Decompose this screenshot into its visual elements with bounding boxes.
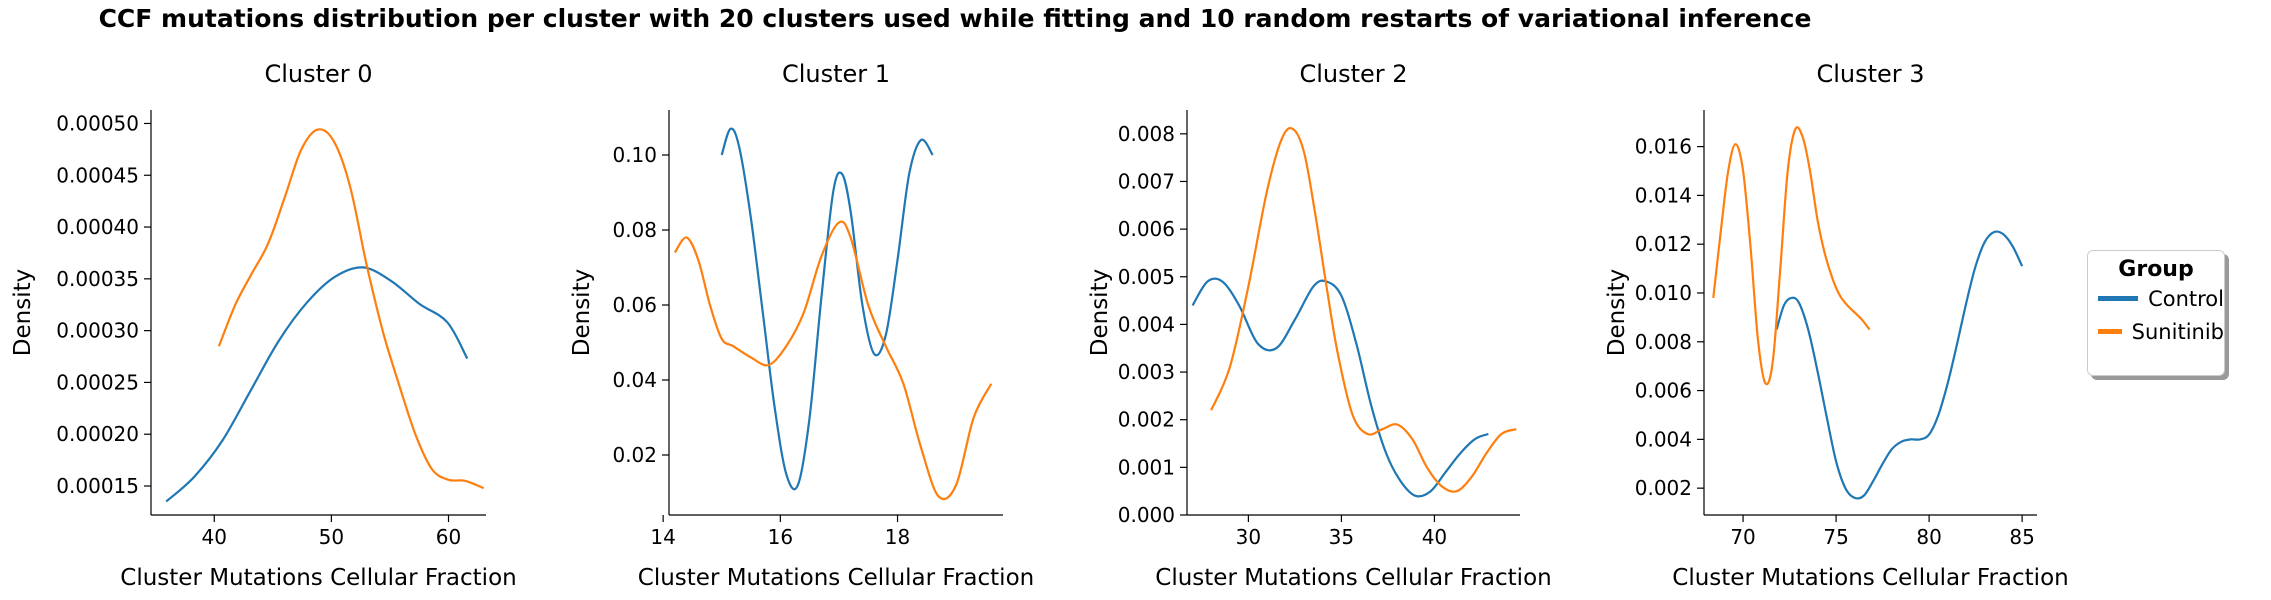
x-tick-label: 80 (1916, 525, 1941, 549)
legend-label-sunitinib: Sunitinib (2131, 319, 2224, 344)
y-axis-label: Density (569, 269, 595, 356)
x-axis-label: Cluster Mutations Cellular Fraction (638, 565, 1034, 591)
y-tick-label: 0.00015 (56, 474, 139, 498)
legend: Group Control Sunitinib (2087, 250, 2225, 376)
x-tick-label: 35 (1329, 525, 1354, 549)
y-tick-label: 0.007 (1118, 169, 1175, 193)
y-tick-label: 0.002 (1118, 408, 1175, 432)
panel-title: Cluster 3 (1816, 60, 1924, 88)
x-tick-label: 60 (436, 525, 461, 549)
y-tick-label: 0.02 (612, 443, 657, 467)
x-tick-label: 75 (1823, 525, 1848, 549)
y-tick-label: 0.00050 (56, 111, 139, 135)
panel-cluster-2: 30 35 40 0.000 0.001 0.002 0.003 0.004 0.005 0.00… (1087, 60, 1552, 591)
x-tick-label: 40 (202, 525, 227, 549)
x-tick-label: 30 (1236, 525, 1261, 549)
y-tick-label: 0.08 (612, 218, 657, 242)
y-tick-label: 0.014 (1635, 183, 1692, 207)
x-axis-label: Cluster Mutations Cellular Fraction (120, 565, 516, 591)
legend-entry-sunitinib: Sunitinib (2098, 315, 2224, 348)
series-line-control (720, 127, 934, 491)
x-tick-label: 70 (1730, 525, 1755, 549)
panel-title: Cluster 2 (1299, 60, 1407, 88)
y-tick-label: 0.00025 (56, 370, 139, 394)
y-tick-label: 0.003 (1118, 360, 1175, 384)
legend-title: Group (2118, 257, 2194, 282)
x-tick-label: 40 (1422, 525, 1447, 549)
y-tick-label: 0.008 (1118, 122, 1175, 146)
legend-swatch-control (2098, 296, 2139, 301)
y-tick-label: 0.010 (1635, 281, 1692, 305)
y-tick-label: 0.00035 (56, 267, 139, 291)
y-tick-label: 0.06 (612, 293, 657, 317)
y-tick-label: 0.04 (612, 368, 657, 392)
y-tick-label: 0.10 (612, 143, 657, 167)
y-tick-label: 0.00030 (56, 319, 139, 343)
y-tick-label: 0.008 (1635, 330, 1692, 354)
x-axis-label: Cluster Mutations Cellular Fraction (1155, 565, 1551, 591)
panel-cluster-3: 70 75 80 85 0.002 0.004 0.006 0.008 0.010 0.012 0.… (1604, 60, 2069, 591)
x-tick-label: 14 (650, 525, 675, 549)
y-tick-label: 0.005 (1118, 265, 1175, 289)
x-axis-label: Cluster Mutations Cellular Fraction (1672, 565, 2068, 591)
y-tick-label: 0.006 (1118, 217, 1175, 241)
series-line-sunitinib (217, 128, 485, 490)
legend-entry-control: Control (2098, 282, 2224, 315)
y-tick-label: 0.000 (1118, 503, 1175, 527)
y-axis-label: Density (1604, 269, 1630, 356)
y-tick-label: 0.004 (1635, 427, 1692, 451)
figure-title: CCF mutations distribution per cluster w… (98, 4, 1812, 33)
y-tick-label: 0.006 (1635, 379, 1692, 403)
y-axis-label: Density (1087, 269, 1113, 356)
y-tick-label: 0.002 (1635, 476, 1692, 500)
series-line-control (1775, 230, 2024, 500)
y-tick-label: 0.00045 (56, 163, 139, 187)
y-tick-label: 0.001 (1118, 455, 1175, 479)
panel-cluster-0: 40 50 60 0.00015 0.00020 0.00025 0.00030 0.0003… (10, 60, 517, 591)
series-line-sunitinib (1712, 126, 1871, 386)
panel-title: Cluster 1 (782, 60, 890, 88)
y-tick-label: 0.004 (1118, 312, 1175, 336)
legend-swatch-sunitinib (2098, 329, 2122, 334)
y-tick-label: 0.016 (1635, 135, 1692, 159)
y-axis-label: Density (10, 269, 36, 356)
series-line-control (1191, 277, 1489, 498)
panel-cluster-1: 14 16 18 0.02 0.04 0.06 0.08 0.10 Cluster 1 Clust… (569, 60, 1034, 591)
x-tick-label: 50 (319, 525, 344, 549)
x-tick-label: 16 (768, 525, 793, 549)
y-tick-label: 0.012 (1635, 232, 1692, 256)
series-line-sunitinib (673, 220, 993, 501)
series-line-sunitinib (1210, 127, 1517, 493)
y-tick-label: 0.00020 (56, 422, 139, 446)
panel-title: Cluster 0 (264, 60, 372, 88)
y-tick-label: 0.00040 (56, 215, 139, 239)
x-tick-label: 18 (885, 525, 910, 549)
legend-label-control: Control (2148, 286, 2224, 311)
x-tick-label: 85 (2009, 525, 2034, 549)
series-line-control (165, 266, 469, 503)
